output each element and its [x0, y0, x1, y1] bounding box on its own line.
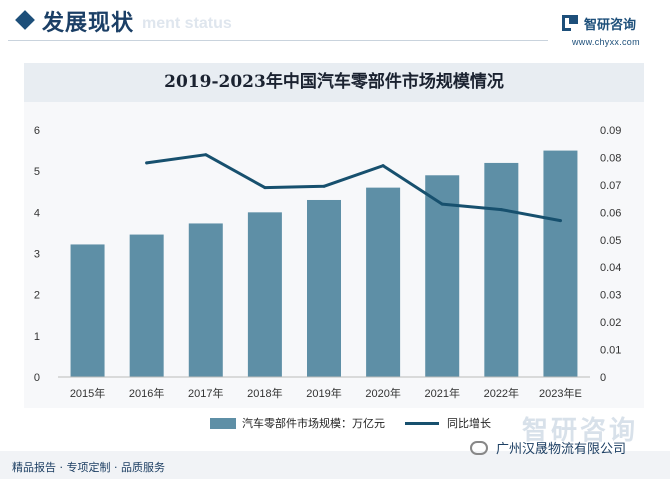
line-point [440, 202, 444, 206]
section-subtitle-watermark: ment status [142, 15, 232, 32]
right-tick-label: 0.02 [600, 317, 621, 329]
right-tick-label: 0.03 [600, 290, 621, 302]
legend-bar-item: 汽车零部件市场规模：万亿元 [210, 414, 385, 432]
right-tick-label: 0.01 [600, 345, 621, 357]
x-tick-label: 2020年 [365, 386, 400, 400]
right-tick-label: 0.05 [600, 235, 621, 247]
bar [188, 223, 223, 377]
bar [70, 244, 105, 377]
brand-watermark: 智研咨询 [522, 416, 639, 446]
brand-url: www.chyxx.com [572, 37, 640, 47]
legend-line-swatch [405, 421, 439, 425]
right-axis: 0 0.01 0.02 0.03 0.04 0.05 0.06 0.07 0.08 0.09 [600, 125, 621, 384]
growth-line [145, 153, 562, 223]
left-tick-label: 1 [34, 331, 40, 343]
line-point [499, 208, 503, 212]
bar [247, 212, 282, 377]
line-point [558, 219, 562, 223]
bar [543, 150, 578, 377]
left-tick-label: 6 [34, 125, 40, 137]
right-tick-label: 0.08 [600, 152, 621, 164]
chart-title-bar [24, 63, 644, 102]
brand-logo: 智研咨询 [560, 12, 636, 34]
x-tick-label: 2022年 [484, 386, 519, 400]
brand-logo-icon [560, 13, 580, 33]
left-tick-label: 0 [34, 372, 40, 384]
x-tick-label: 2019年 [306, 386, 341, 400]
legend-line-item: 同比增长 [405, 414, 491, 432]
x-tick-label: 2021年 [424, 386, 459, 400]
left-tick-label: 5 [34, 166, 40, 178]
footer-tagline: 精品报告 · 专项定制 · 品质服务 [12, 461, 165, 474]
left-tick-label: 2 [34, 290, 40, 302]
line-point [204, 153, 208, 157]
legend-bar-label: 汽车零部件市场规模：万亿元 [242, 417, 385, 430]
line-point [381, 164, 385, 168]
section-title: 发展现状 [42, 11, 135, 36]
line-point [322, 184, 326, 188]
right-tick-label: 0.09 [600, 125, 621, 137]
x-tick-label: 2017年 [188, 386, 223, 400]
bar [307, 199, 341, 377]
header-divider [8, 40, 548, 41]
section-header: ment status 发展现状 [0, 0, 670, 52]
legend-line-label: 同比增长 [447, 417, 491, 430]
footer-bar [0, 451, 670, 479]
chart-title: 2019-2023年中国汽车零部件市场规模情况 [164, 72, 504, 92]
legend-bar-swatch [210, 417, 236, 429]
left-tick-label: 3 [34, 249, 40, 261]
right-tick-label: 0.06 [600, 207, 621, 219]
x-tick-label: 2023年E [539, 386, 582, 400]
x-tick-label: 2018年 [247, 386, 282, 400]
x-tick-label: 2015年 [70, 386, 105, 400]
x-axis: 2015年 2016年 2017年 2018年 2019年 2020年 2021年 2022年… [58, 376, 590, 400]
wechat-icon [470, 440, 488, 455]
x-tick-label: 2016年 [129, 386, 164, 400]
bar [366, 187, 401, 377]
bar [484, 162, 519, 377]
footer-source-text: 广州汉晟物流有限公司 [496, 442, 627, 457]
right-tick-label: 0.07 [600, 180, 621, 192]
bar [425, 175, 460, 377]
right-tick-label: 0 [600, 372, 606, 384]
growth-line-series [145, 153, 562, 223]
left-axis: 0 1 2 3 4 5 6 [34, 125, 40, 384]
line-point [263, 186, 267, 190]
brand-name: 智研咨询 [584, 17, 637, 33]
footer-source: 广州汉晟物流有限公司 [470, 438, 626, 457]
left-tick-label: 4 [34, 207, 40, 219]
bar [129, 234, 164, 377]
line-point [145, 161, 149, 165]
right-tick-label: 0.04 [600, 262, 621, 274]
bar-series [70, 150, 578, 377]
